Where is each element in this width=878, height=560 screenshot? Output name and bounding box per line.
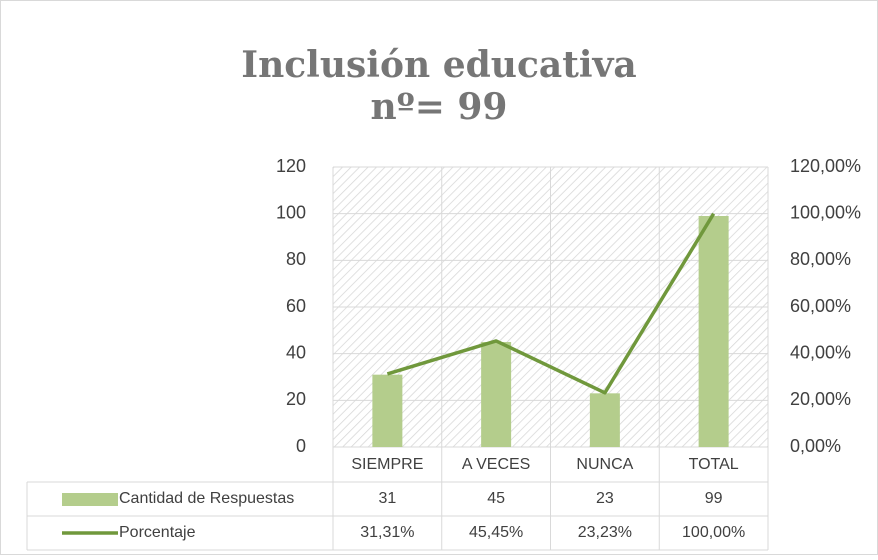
y-tick-label: 0 xyxy=(296,436,306,456)
x-tick-label: SIEMPRE xyxy=(351,456,423,473)
table-value: 100,00% xyxy=(682,524,745,541)
y2-tick-label: 20,00% xyxy=(790,389,851,409)
line xyxy=(386,212,716,395)
bar xyxy=(589,393,620,447)
chart-title: Inclusión educativa xyxy=(241,44,637,86)
y2-tick-label: 120,00% xyxy=(790,156,861,176)
x-tick-label: A VECES xyxy=(462,456,530,473)
table-value: 45,45% xyxy=(469,524,523,541)
x-tick-label: NUNCA xyxy=(576,456,633,473)
y-tick-label: 100 xyxy=(276,202,306,222)
y2-tick-label: 40,00% xyxy=(790,342,851,362)
bar xyxy=(698,216,729,447)
table-value: 31 xyxy=(378,490,396,507)
table-value: 99 xyxy=(705,490,723,507)
y2-tick-label: 0,00% xyxy=(790,436,841,456)
y2-tick-label: 60,00% xyxy=(790,296,851,316)
y2-tick-label: 100,00% xyxy=(790,202,861,222)
bar xyxy=(481,342,512,447)
table-value: 31,31% xyxy=(360,524,414,541)
y-tick-label: 60 xyxy=(286,296,306,316)
bar xyxy=(372,374,403,447)
y2-tick-label: 80,00% xyxy=(790,249,851,269)
table-value: 45 xyxy=(487,490,505,507)
table-value: 23 xyxy=(596,490,614,507)
y-tick-label: 20 xyxy=(286,389,306,409)
table-value: 23,23% xyxy=(578,524,632,541)
legend-label: Porcentaje xyxy=(119,524,196,541)
y-tick-label: 80 xyxy=(286,249,306,269)
legend-swatch xyxy=(62,493,118,506)
chart-subtitle: nº= 99 xyxy=(371,86,508,128)
x-tick-label: TOTAL xyxy=(689,456,739,473)
y-tick-label: 120 xyxy=(276,156,306,176)
y-tick-label: 40 xyxy=(286,342,306,362)
legend-label: Cantidad de Respuestas xyxy=(119,490,294,507)
